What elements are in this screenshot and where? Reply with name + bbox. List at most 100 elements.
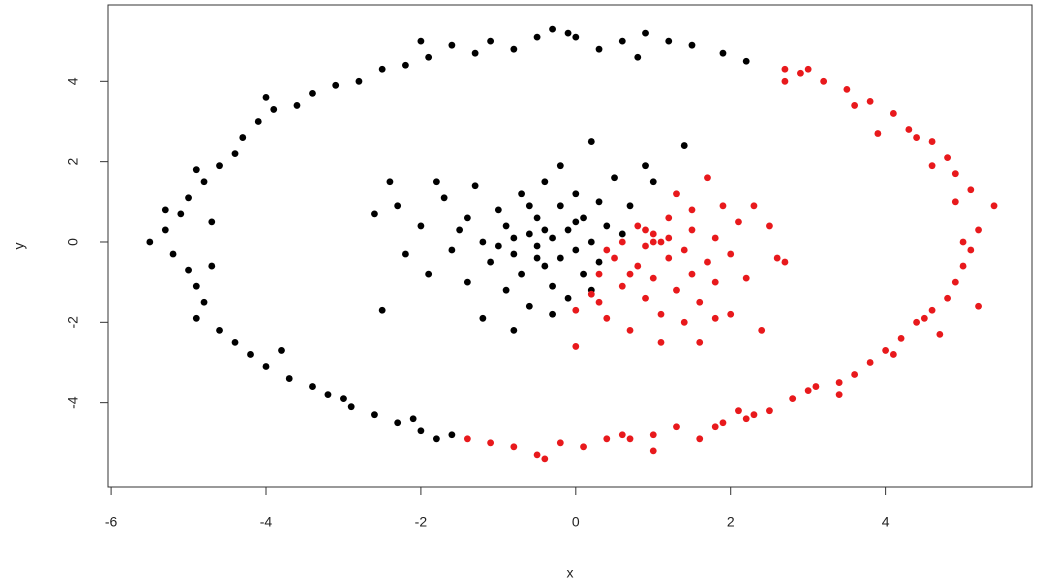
point: [766, 222, 773, 230]
point: [742, 274, 750, 282]
point: [347, 403, 355, 411]
point: [417, 222, 425, 230]
point: [510, 443, 518, 451]
point: [789, 395, 797, 403]
point: [727, 250, 735, 258]
point: [673, 286, 680, 294]
point: [309, 89, 316, 97]
point: [773, 254, 781, 262]
point: [688, 206, 696, 214]
point: [959, 262, 967, 270]
point: [719, 419, 727, 427]
point: [951, 278, 959, 286]
point: [425, 270, 433, 278]
point: [541, 226, 549, 234]
y-tick-label: 4: [65, 77, 81, 85]
point: [169, 250, 177, 258]
point: [510, 250, 518, 258]
point: [371, 411, 378, 419]
point: [642, 294, 649, 302]
point: [928, 138, 936, 145]
x-tick-label: 4: [882, 514, 890, 530]
point: [642, 29, 649, 37]
point: [448, 431, 456, 439]
point: [463, 435, 471, 443]
point: [735, 407, 742, 415]
point: [626, 435, 634, 443]
point: [642, 226, 649, 234]
point: [409, 415, 417, 423]
point: [851, 102, 859, 109]
point: [967, 186, 975, 194]
point: [564, 29, 572, 37]
point: [533, 33, 541, 41]
x-tick-label: 2: [727, 514, 735, 530]
point: [285, 375, 293, 382]
point: [541, 178, 549, 186]
point: [944, 294, 951, 302]
point: [603, 222, 611, 230]
point: [510, 326, 518, 334]
point: [231, 150, 239, 158]
point: [711, 234, 719, 242]
point: [494, 242, 502, 250]
point: [905, 126, 913, 133]
point: [649, 274, 657, 282]
point: [889, 110, 897, 117]
point: [843, 85, 851, 93]
point: [758, 326, 766, 334]
point: [293, 102, 301, 109]
point: [200, 178, 208, 186]
point: [820, 77, 828, 85]
point: [696, 298, 704, 306]
point: [587, 290, 595, 298]
point: [649, 447, 657, 455]
point: [378, 65, 386, 73]
point: [572, 246, 580, 254]
point: [572, 190, 580, 198]
point: [402, 61, 409, 69]
point: [711, 423, 719, 431]
point: [649, 178, 657, 186]
point: [340, 395, 347, 403]
point: [719, 49, 727, 57]
point: [618, 37, 626, 45]
point: [146, 238, 154, 246]
point: [618, 238, 626, 246]
x-tick-label: -6: [105, 514, 118, 530]
point: [812, 383, 820, 390]
point: [874, 130, 882, 137]
point: [936, 330, 944, 338]
point: [742, 415, 750, 423]
point: [975, 226, 982, 234]
point: [688, 41, 696, 49]
point: [200, 298, 208, 306]
x-axis-title: x: [567, 565, 574, 581]
point: [626, 202, 634, 210]
y-tick-label: -4: [65, 396, 81, 409]
point: [564, 294, 572, 302]
point: [278, 347, 285, 354]
point: [595, 45, 603, 53]
point: [549, 25, 556, 33]
point: [680, 142, 688, 149]
point: [959, 238, 967, 246]
point: [595, 270, 603, 278]
point: [766, 407, 773, 415]
point: [618, 431, 626, 439]
point: [262, 363, 270, 370]
point: [309, 383, 316, 390]
point: [711, 314, 719, 322]
point: [262, 93, 270, 101]
point: [463, 214, 471, 222]
point: [704, 174, 711, 182]
point: [781, 258, 789, 266]
point: [471, 182, 479, 190]
point: [595, 298, 603, 306]
point: [990, 202, 998, 210]
point: [688, 270, 696, 278]
point: [657, 339, 665, 346]
point: [781, 65, 789, 73]
point: [928, 162, 936, 170]
